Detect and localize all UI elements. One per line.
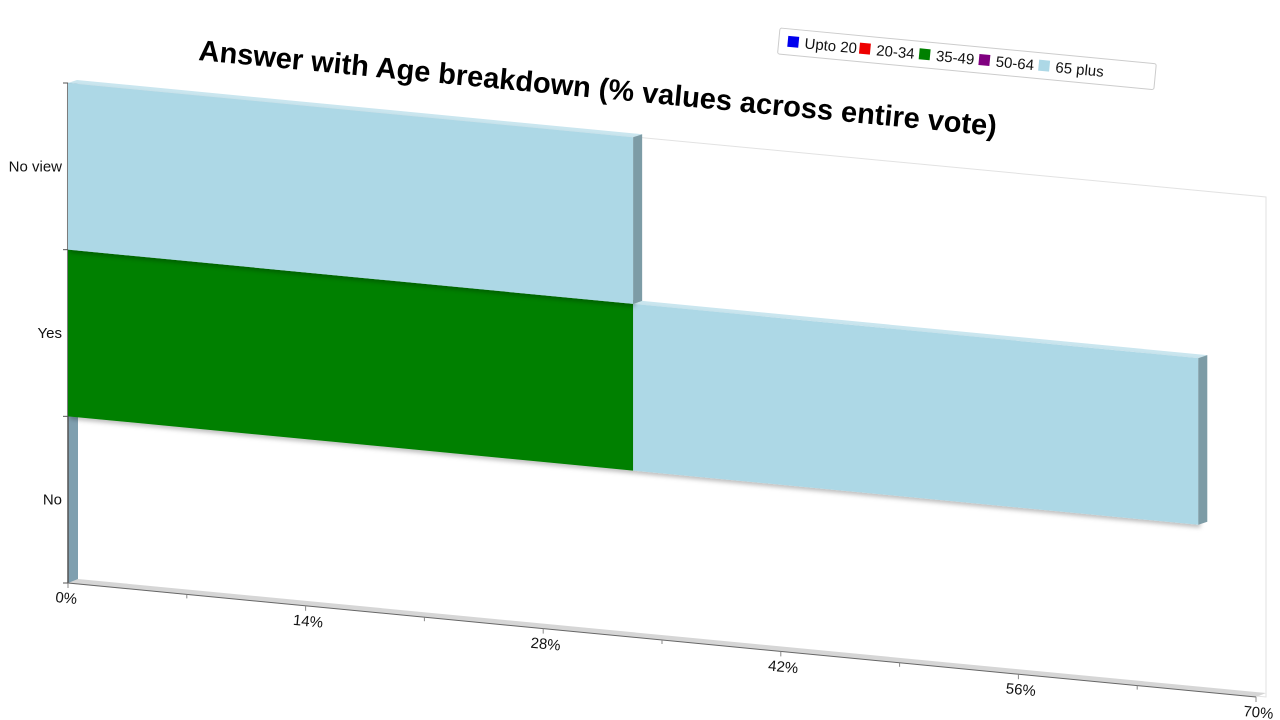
x-axis-floor <box>68 579 1266 697</box>
legend-swatch <box>918 48 931 61</box>
y-axis-categories: No Yes No view <box>9 82 68 584</box>
x-tick-label: 0% <box>55 589 78 608</box>
legend-swatch <box>858 42 871 55</box>
bar <box>633 303 1199 525</box>
x-axis-ticks: 0% 14% 28% 42% 56% 70% <box>55 583 1275 720</box>
legend-swatch <box>1038 59 1051 72</box>
bars <box>68 80 1208 525</box>
x-tick-label: 28% <box>530 635 562 655</box>
legend-swatch <box>978 53 991 66</box>
legend-label: 35-49 <box>935 48 975 69</box>
x-tick-label: 56% <box>1005 680 1037 700</box>
bar <box>68 249 634 471</box>
category-label: No <box>43 492 62 509</box>
legend-label: 50-64 <box>995 54 1035 75</box>
x-tick-label: 14% <box>292 612 324 632</box>
bar-top-face <box>68 80 643 138</box>
legend-swatch <box>787 35 800 48</box>
legend-box <box>777 27 1157 90</box>
bar-side-face <box>633 134 643 304</box>
legend-label: 20-34 <box>875 42 915 63</box>
bar-segment <box>68 80 643 304</box>
bar-top-face <box>633 300 1208 359</box>
bar-side-face <box>1198 355 1208 525</box>
category-label: No view <box>9 158 63 175</box>
category-label: Yes <box>38 325 62 342</box>
bar <box>68 83 634 304</box>
x-tick-label: 42% <box>767 657 799 677</box>
legend: Upto 20 20-34 35-49 50-64 65 plus <box>777 27 1157 90</box>
x-tick-label: 70% <box>1243 703 1275 720</box>
legend-label: 65 plus <box>1055 59 1105 81</box>
bar-segment <box>633 300 1208 525</box>
legend-label: Upto 20 <box>804 35 858 57</box>
